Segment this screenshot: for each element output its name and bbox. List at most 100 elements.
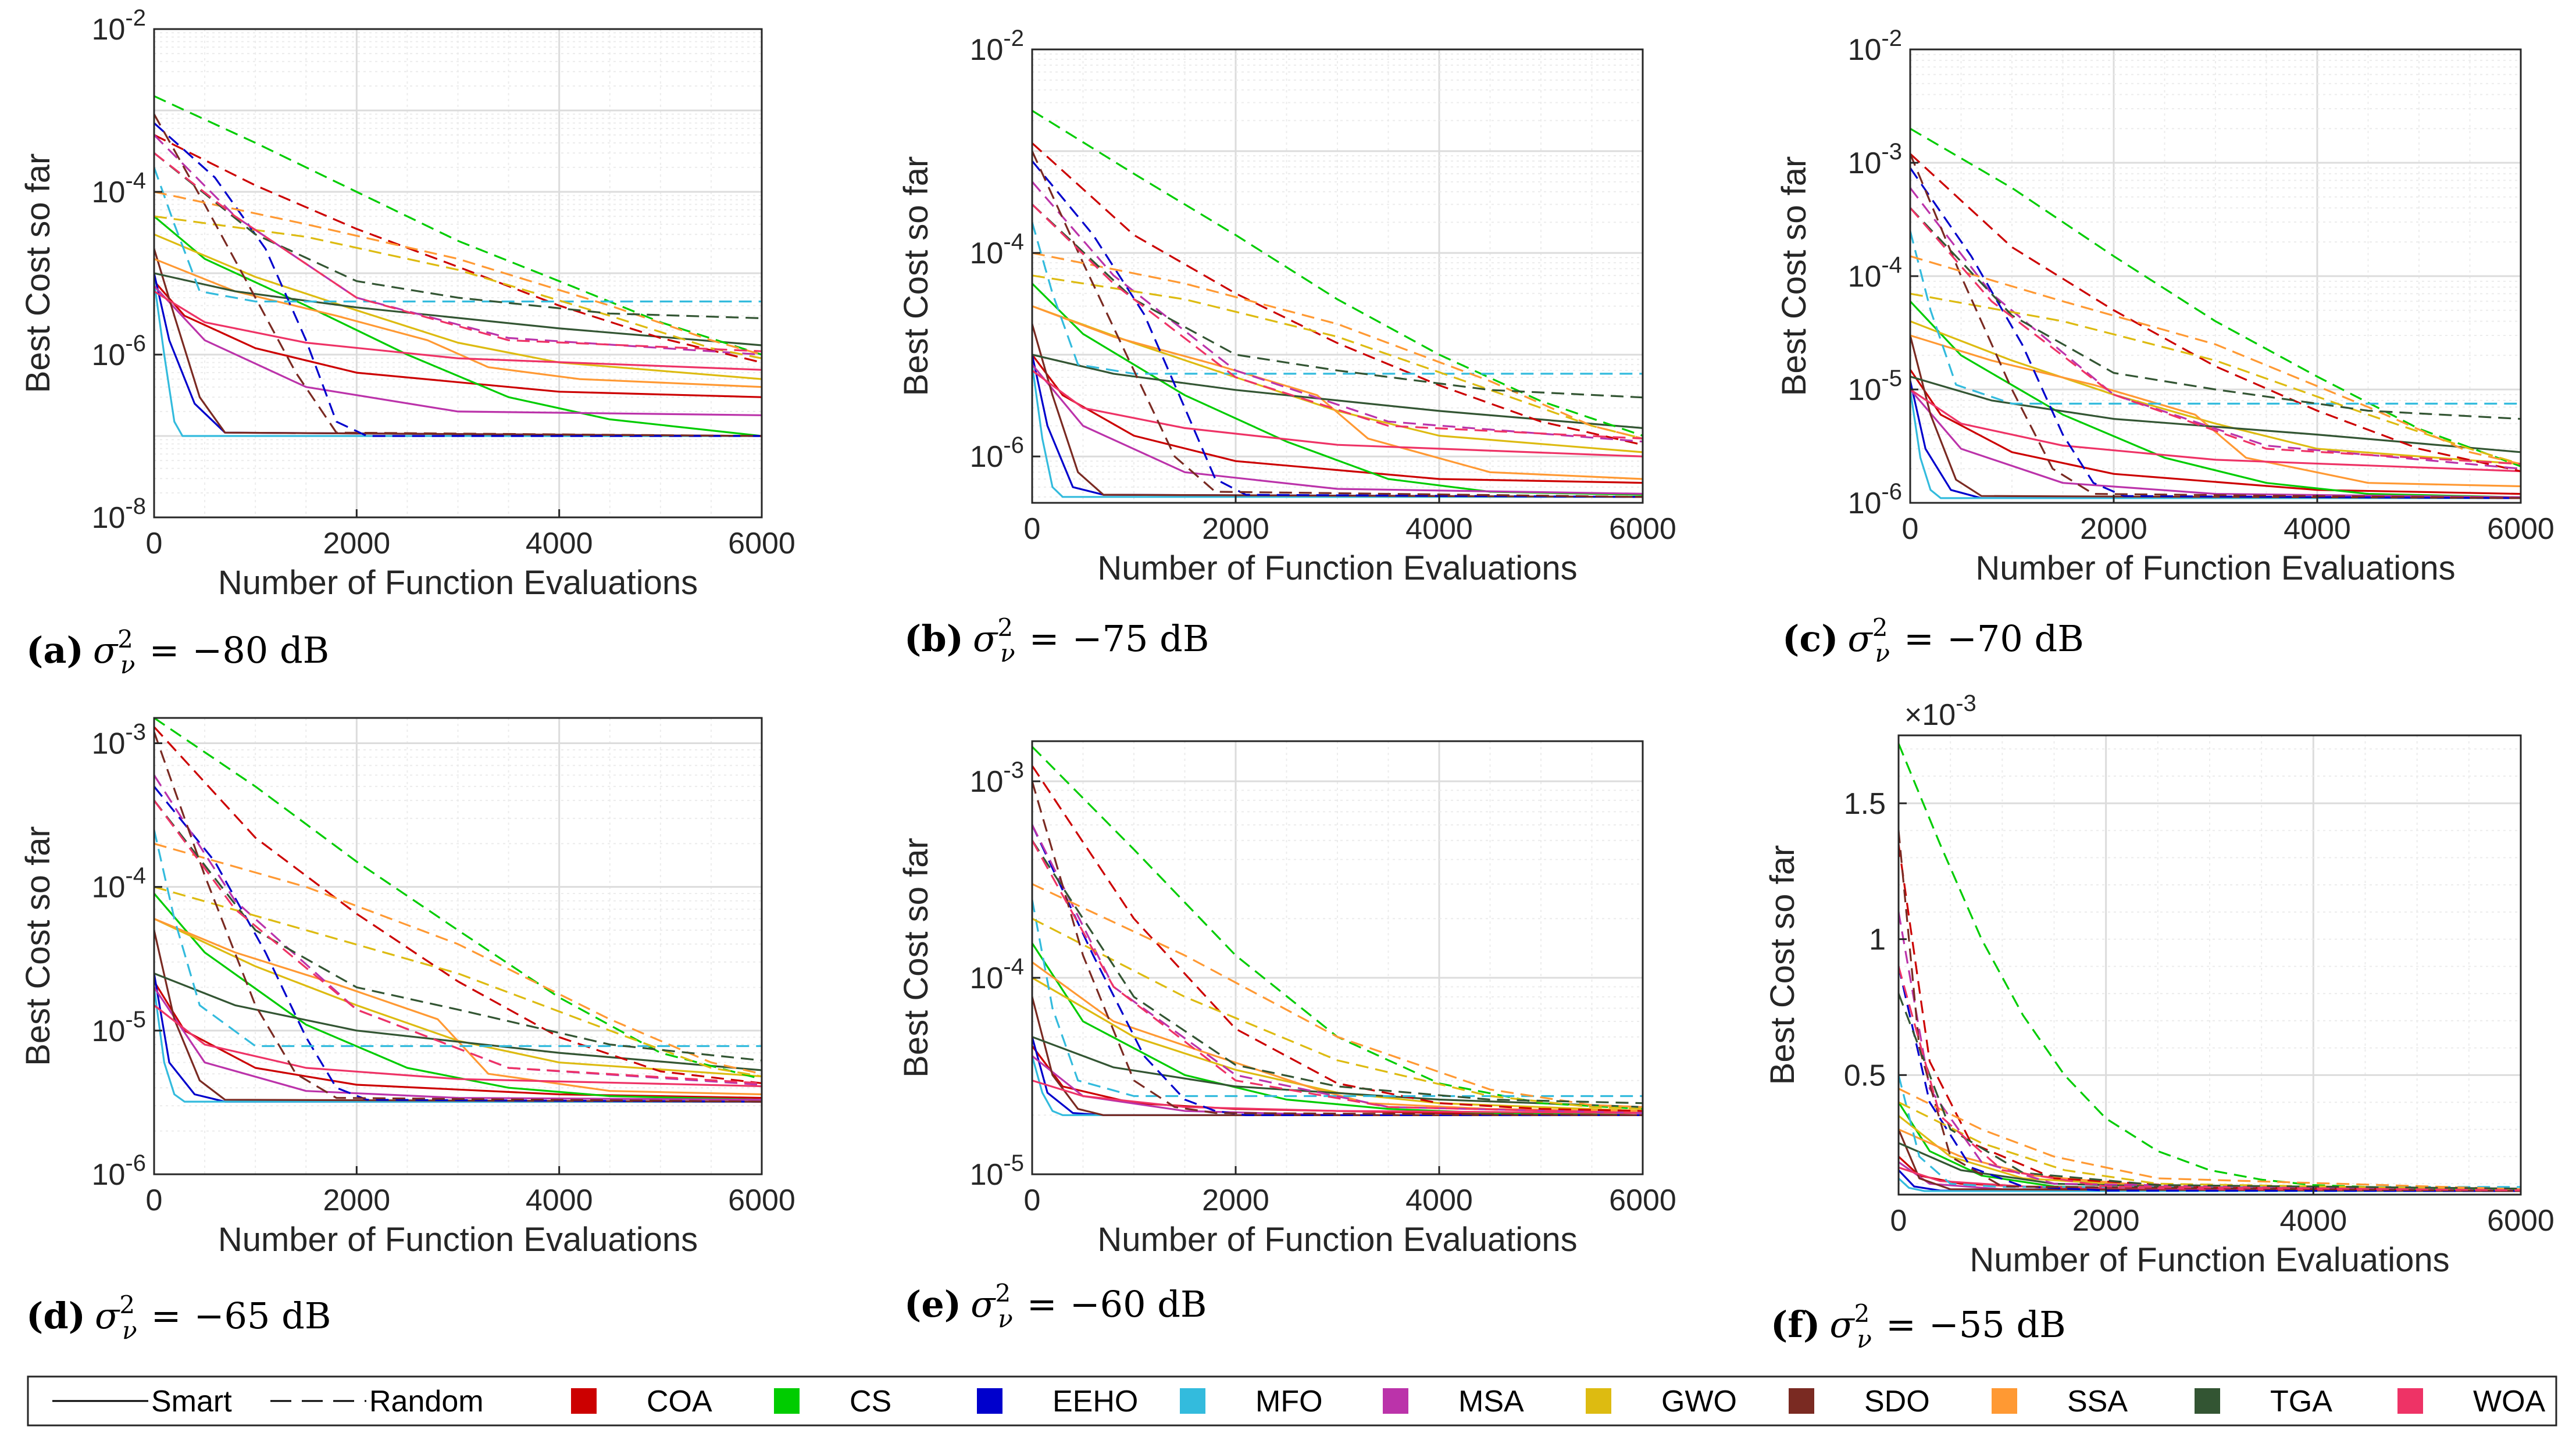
panel-c: 0 2000 4000 6000 10-6 10-5 10-4 10-3 10-2 Number …	[1775, 26, 2554, 667]
x-axis-label: Number of Function Evaluations	[1970, 1241, 2449, 1279]
x-tick-label: 4000	[1405, 512, 1473, 546]
series-mfo-random	[1032, 221, 1643, 375]
series-ssa-random	[1032, 252, 1643, 439]
x-tick-label: 4000	[2284, 512, 2351, 546]
series-woa-smart	[1910, 388, 2521, 473]
x-tick-label: 0	[146, 1184, 163, 1217]
series-woa-random	[154, 799, 762, 1084]
legend-label-coa: COA	[647, 1385, 712, 1418]
x-tick-label: 6000	[728, 527, 795, 560]
y-tick-label: 10-6	[1848, 479, 1902, 520]
y-tick-label: 10-4	[970, 954, 1024, 995]
legend-swatch-woa	[2397, 1388, 2423, 1414]
legend-label-woa: WOA	[2473, 1385, 2546, 1418]
legend-box	[27, 1375, 2557, 1427]
x-tick-label: 0	[146, 527, 163, 560]
series-cs-random	[1899, 743, 2521, 1191]
series-ssa-smart	[1910, 334, 2521, 488]
panel-caption: (b) σ2 ν = −75 dB	[904, 613, 1209, 667]
legend-label-ssa: SSA	[2067, 1385, 2128, 1418]
series-woa-smart	[154, 1005, 762, 1088]
y-tick-label: 1	[1869, 923, 1886, 957]
axes-box	[1897, 734, 2522, 1196]
y-tick-label: 10-4	[92, 863, 146, 905]
series-gwo-smart	[1032, 977, 1643, 1112]
series-eeho-random	[1910, 167, 2521, 499]
x-tick-label: 4000	[1405, 1184, 1473, 1217]
y-tick-label: 0.5	[1844, 1059, 1886, 1092]
series-gwo-smart	[154, 233, 762, 380]
x-tick-label: 2000	[1202, 512, 1269, 546]
y-tick-label: 10-3	[92, 720, 146, 761]
series-coa-random	[154, 726, 762, 1084]
series-sdo-random	[1032, 151, 1643, 498]
panel-b: 0 2000 4000 6000 10-6 10-4 10-2 Number of Funct…	[897, 26, 1676, 667]
panel-caption: (c) σ2 ν = −70 dB	[1782, 613, 2084, 667]
x-tick-label: 2000	[2072, 1204, 2140, 1238]
series-group	[154, 718, 762, 1103]
axes-box	[153, 717, 763, 1175]
series-ssa-random	[154, 842, 762, 1075]
y-exponent-label: ×10-3	[1904, 691, 1976, 732]
series-ssa-random	[1910, 255, 2521, 465]
y-tick-label: 10-5	[92, 1007, 146, 1048]
x-axis-label: Number of Function Evaluations	[218, 1221, 698, 1259]
series-coa-smart	[1032, 1045, 1643, 1116]
series-msa-random	[1032, 824, 1643, 1114]
y-tick-label: 10-6	[92, 1150, 146, 1192]
series-mfo-random	[154, 829, 762, 1048]
series-ssa-random	[154, 191, 762, 356]
axes-box	[1031, 740, 1644, 1175]
series-sdo-random	[154, 113, 762, 437]
y-axis-label: Best Cost so far	[19, 826, 57, 1066]
y-tick-label: 10-5	[970, 1150, 1024, 1192]
series-tga-smart	[1910, 376, 2521, 453]
y-axis-label: Best Cost so far	[1764, 845, 1801, 1085]
axes-box	[1031, 48, 1644, 504]
legend-swatch-ssa	[1992, 1388, 2017, 1414]
legend-swatch-tga	[2195, 1388, 2220, 1414]
x-tick-label: 6000	[1609, 1184, 1676, 1217]
series-ssa-random	[1032, 883, 1643, 1108]
series-cs-smart	[1032, 942, 1643, 1116]
series-mfo-random	[1032, 899, 1643, 1098]
y-tick-label: 10-5	[1848, 366, 1902, 407]
y-tick-label: 10-4	[92, 168, 146, 209]
series-gwo-random	[1032, 274, 1643, 439]
y-tick-label: 10-2	[1848, 26, 1902, 67]
series-ssa-smart	[154, 918, 762, 1096]
series-gwo-random	[154, 886, 762, 1078]
series-mfo-smart	[154, 987, 762, 1103]
series-tga-random	[1910, 207, 2521, 420]
x-tick-label: 6000	[1609, 512, 1676, 546]
legend-swatch-cs	[774, 1388, 800, 1414]
x-tick-label: 6000	[2487, 512, 2554, 546]
x-tick-label: 0	[1902, 512, 1919, 546]
legend-label-smart: Smart	[151, 1385, 232, 1418]
series-mfo-smart	[1910, 389, 2521, 499]
series-cs-random	[1032, 110, 1643, 437]
series-ssa-random	[1899, 1088, 2521, 1191]
series-mfo-random	[1899, 1074, 2521, 1188]
series-woa-smart	[1032, 370, 1643, 457]
series-cs-smart	[154, 215, 762, 437]
x-tick-label: 4000	[2279, 1204, 2347, 1238]
x-axis-label: Number of Function Evaluations	[1097, 1221, 1577, 1259]
series-group	[1032, 746, 1643, 1116]
series-mfo-random	[1910, 231, 2521, 405]
panel-d: 0 2000 4000 6000 10-6 10-5 10-4 10-3 Number of F…	[19, 717, 795, 1345]
legend-label-msa: MSA	[1458, 1385, 1524, 1418]
legend-label-random: Random	[369, 1385, 484, 1418]
panel-caption: (a) σ2 ν = −80 dB	[26, 625, 329, 679]
series-coa-random	[1899, 843, 2521, 1192]
series-eeho-random	[154, 785, 762, 1103]
series-cs-smart	[1910, 301, 2521, 498]
series-gwo-random	[1032, 917, 1643, 1110]
series-gwo-random	[1899, 1101, 2521, 1191]
series-coa-random	[1910, 153, 2521, 473]
series-coa-random	[1032, 142, 1643, 446]
series-gwo-smart	[154, 918, 762, 1078]
series-msa-smart	[1032, 364, 1643, 495]
legend-swatch-coa	[571, 1388, 597, 1414]
y-tick-label: 10-3	[1848, 139, 1902, 180]
